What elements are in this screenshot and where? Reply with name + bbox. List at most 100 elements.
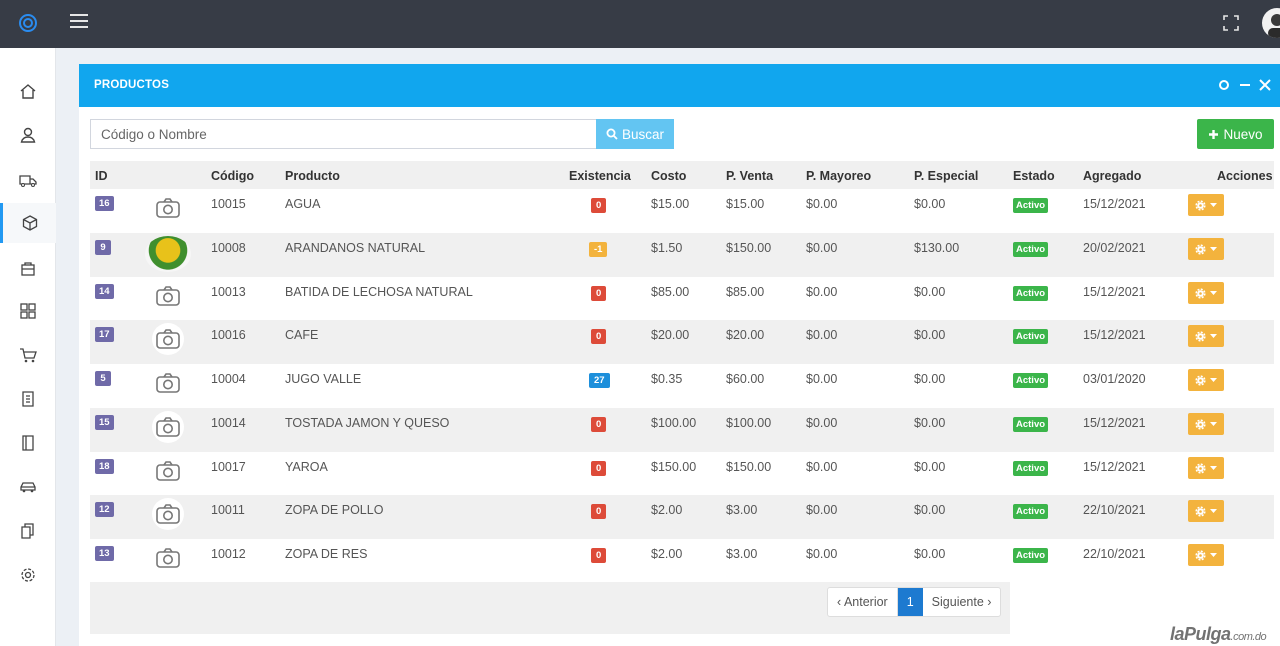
table-row: 18 10017 YAROA 0 $150.00 $150.00 $0.00 $0.00 Act… (90, 452, 1274, 496)
status-badge: Activo (1013, 242, 1049, 257)
gear-icon (1195, 243, 1206, 255)
stock-badge: 27 (589, 373, 610, 388)
refresh-icon[interactable] (1216, 77, 1232, 93)
status-badge: Activo (1013, 329, 1049, 344)
sidebar-item-home[interactable] (0, 71, 56, 111)
gear-icon (1195, 330, 1206, 342)
status-badge: Activo (1013, 417, 1049, 432)
agregado-cell: 22/10/2021 (1083, 503, 1146, 517)
codigo-cell: 10008 (211, 241, 246, 255)
producto-cell: ARANDANOS NATURAL (285, 241, 426, 255)
document-icon (22, 391, 34, 407)
id-badge: 13 (95, 546, 114, 561)
costo-cell: $2.00 (651, 547, 683, 561)
pagination-prev[interactable]: ‹ Anterior (828, 588, 898, 616)
producto-cell: CAFE (285, 328, 319, 342)
row-actions-button[interactable] (1188, 238, 1224, 260)
status-badge: Activo (1013, 286, 1049, 301)
search-button[interactable]: Buscar (596, 119, 674, 149)
sidebar-item-copy[interactable] (0, 511, 56, 551)
fullscreen-icon[interactable] (1222, 14, 1240, 32)
producto-cell: YAROA (285, 460, 328, 474)
codigo-cell: 10014 (211, 416, 246, 430)
pagination-page-current[interactable]: 1 (897, 588, 923, 616)
row-actions-button[interactable] (1188, 282, 1224, 304)
p-especial-cell: $0.00 (914, 328, 946, 342)
watermark-logo: laPulga.com.do (1170, 624, 1267, 645)
product-image (145, 236, 191, 272)
row-actions-button[interactable] (1188, 413, 1224, 435)
row-actions-button[interactable] (1188, 457, 1224, 479)
p-mayoreo-cell: $0.00 (806, 503, 838, 517)
agregado-cell: 15/12/2021 (1083, 328, 1146, 342)
sidebar-item-cart[interactable] (0, 335, 56, 375)
costo-cell: $2.00 (651, 503, 683, 517)
codigo-cell: 10013 (211, 285, 246, 299)
producto-cell: BATIDA DE LECHOSA NATURAL (285, 285, 473, 299)
p-especial-cell: $130.00 (914, 241, 960, 255)
col-id: ID (95, 169, 108, 183)
codigo-cell: 10012 (211, 547, 246, 561)
pagination-next[interactable]: Siguiente › (931, 595, 992, 609)
row-actions-button[interactable] (1188, 500, 1224, 522)
sidebar-item-settings[interactable] (0, 555, 56, 595)
camera-placeholder-icon (152, 192, 184, 224)
caret-down-icon (1210, 333, 1217, 338)
sidebar-item-bag[interactable] (0, 248, 56, 288)
app-logo-icon[interactable] (18, 13, 38, 33)
p-especial-cell: $0.00 (914, 460, 946, 474)
row-actions-button[interactable] (1188, 369, 1224, 391)
gear-icon (1195, 418, 1206, 430)
pagination-area: ‹ Anterior 1 Siguiente › (90, 582, 1010, 634)
caret-down-icon (1210, 377, 1217, 382)
caret-down-icon (1210, 552, 1217, 557)
stock-badge: 0 (591, 461, 607, 476)
user-avatar[interactable] (1262, 8, 1280, 38)
id-badge: 5 (95, 371, 111, 386)
sidebar-item-products[interactable] (0, 203, 56, 243)
codigo-cell: 10015 (211, 197, 246, 211)
sidebar-item-users[interactable] (0, 115, 56, 155)
stock-badge: 0 (591, 198, 607, 213)
p-venta-cell: $3.00 (726, 503, 758, 517)
search-input[interactable] (90, 119, 597, 149)
p-mayoreo-cell: $0.00 (806, 547, 838, 561)
menu-toggle-icon[interactable] (70, 14, 88, 30)
costo-cell: $100.00 (651, 416, 697, 430)
row-actions-button[interactable] (1188, 194, 1224, 216)
sidebar-item-delivery[interactable] (0, 160, 56, 200)
sidebar-item-vehicle[interactable] (0, 467, 56, 507)
status-badge: Activo (1013, 504, 1049, 519)
car-icon (20, 482, 36, 493)
stock-badge: 0 (591, 417, 607, 432)
gear-icon (1195, 287, 1206, 299)
search-button-label: Buscar (621, 126, 665, 142)
gear-icon (21, 568, 35, 582)
sidebar-item-reports[interactable] (0, 379, 56, 419)
id-badge: 15 (95, 415, 114, 430)
sidebar-item-grid[interactable] (0, 291, 56, 331)
close-icon[interactable] (1257, 77, 1273, 93)
bag-icon (21, 262, 35, 276)
caret-down-icon (1210, 246, 1217, 251)
new-product-button[interactable]: Nuevo (1197, 119, 1274, 149)
row-actions-button[interactable] (1188, 325, 1224, 347)
table-row: 13 10012 ZOPA DE RES 0 $2.00 $3.00 $0.00 $0.00 A… (90, 539, 1274, 583)
row-actions-button[interactable] (1188, 544, 1224, 566)
agregado-cell: 15/12/2021 (1083, 416, 1146, 430)
costo-cell: $150.00 (651, 460, 697, 474)
p-venta-cell: $20.00 (726, 328, 765, 342)
table-row: 16 10015 AGUA 0 $15.00 $15.00 $0.00 $0.00 Activo… (90, 189, 1274, 233)
user-icon (20, 127, 36, 143)
caret-down-icon (1210, 290, 1217, 295)
camera-placeholder-icon (152, 542, 184, 574)
sidebar-item-book[interactable] (0, 423, 56, 463)
p-venta-cell: $150.00 (726, 241, 772, 255)
stock-badge: 0 (591, 504, 607, 519)
col-acciones: Acciones (1217, 169, 1273, 183)
p-venta-cell: $3.00 (726, 547, 758, 561)
minimize-icon[interactable] (1237, 77, 1253, 93)
gear-icon (1195, 199, 1206, 211)
caret-down-icon (1210, 508, 1217, 513)
stock-badge: 0 (591, 286, 607, 301)
